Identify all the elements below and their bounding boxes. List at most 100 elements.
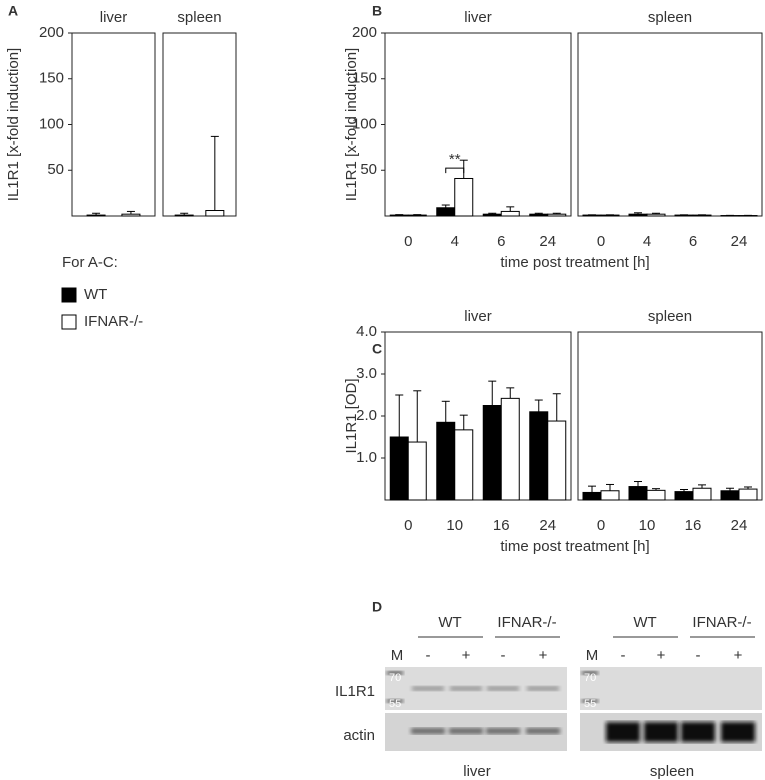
treatment-label: + <box>657 647 666 664</box>
band <box>450 686 482 691</box>
x-tick-label: 0 <box>404 233 412 250</box>
subplot-title: liver <box>100 9 128 26</box>
marker-band <box>582 699 598 703</box>
bar <box>692 487 712 501</box>
bar <box>628 486 648 501</box>
x-tick-label: 24 <box>731 517 748 534</box>
y-tick-label: 2.0 <box>356 407 377 424</box>
subplot-title: spleen <box>648 9 692 26</box>
error-bar <box>534 212 543 215</box>
marker-size: 55 <box>389 698 401 710</box>
error-bar <box>441 400 450 423</box>
band <box>644 722 678 742</box>
band <box>411 728 445 734</box>
bar <box>454 429 474 501</box>
marker-size: 55 <box>584 698 596 710</box>
treatment-label: - <box>696 647 701 664</box>
treatment-label: - <box>621 647 626 664</box>
genotype-label: IFNAR-/- <box>497 614 556 631</box>
error-bar <box>126 210 135 215</box>
bar <box>436 421 456 501</box>
error-bar <box>744 486 752 490</box>
marker-label: M <box>391 647 404 664</box>
x-axis-label: time post treatment [h] <box>500 538 649 555</box>
error-bar <box>552 212 561 215</box>
legend-label: WT <box>84 286 107 303</box>
error-bar <box>488 212 497 215</box>
subplot-title: spleen <box>648 308 692 325</box>
bar <box>174 214 194 217</box>
error-bar <box>588 485 596 493</box>
significance-bracket <box>445 167 465 174</box>
marker-band <box>582 671 598 675</box>
error-bar <box>698 484 706 489</box>
bar <box>389 214 409 217</box>
error-bar <box>92 212 101 216</box>
error-bar <box>488 380 497 406</box>
treatment-label: + <box>734 647 743 664</box>
bar <box>436 207 456 217</box>
bar <box>628 213 648 217</box>
bar <box>121 213 141 217</box>
x-tick-label: 0 <box>404 517 412 534</box>
bar <box>482 213 502 217</box>
band <box>486 728 520 734</box>
y-tick-label: 4.0 <box>356 323 377 340</box>
error-bar <box>534 399 543 412</box>
marker-band <box>387 699 403 703</box>
error-bar <box>180 212 189 216</box>
bar <box>547 420 567 501</box>
x-tick-label: 24 <box>539 517 556 534</box>
error-bar <box>652 212 660 215</box>
bar <box>500 397 520 501</box>
band <box>526 728 560 734</box>
x-tick-label: 0 <box>597 233 605 250</box>
error-bar <box>634 481 642 487</box>
y-tick-label: 100 <box>39 115 64 132</box>
subplot-title: liver <box>464 9 492 26</box>
plot-frame <box>577 32 763 217</box>
marker-label: M <box>586 647 599 664</box>
error-bar <box>726 487 734 491</box>
bar <box>582 491 602 501</box>
error-bar <box>552 393 561 422</box>
error-bar <box>506 206 515 212</box>
x-tick-label: 10 <box>639 517 656 534</box>
y-tick-label: 100 <box>352 115 377 132</box>
y-axis-label: IL1R1 [OD] <box>343 378 360 453</box>
error-bar <box>210 135 219 211</box>
legend-label: IFNAR-/- <box>84 313 143 330</box>
y-tick-label: 1.0 <box>356 449 377 466</box>
error-bar <box>634 212 642 215</box>
legend-swatch <box>61 287 77 303</box>
tissue-label: spleen <box>650 763 694 780</box>
x-tick-label: 16 <box>493 517 510 534</box>
plot-frame <box>384 32 572 217</box>
panel-label: C <box>372 341 382 357</box>
y-tick-label: 150 <box>39 70 64 87</box>
bar <box>389 436 409 501</box>
error-bar <box>459 414 468 430</box>
genotype-label: WT <box>438 614 461 631</box>
y-tick-label: 3.0 <box>356 365 377 382</box>
bar <box>482 405 502 501</box>
tissue-label: liver <box>463 763 491 780</box>
x-tick-label: 16 <box>685 517 702 534</box>
plot-frame <box>71 32 156 217</box>
x-tick-label: 24 <box>539 233 556 250</box>
plot-frame <box>577 331 763 501</box>
treatment-label: - <box>426 647 431 664</box>
panel-label: A <box>8 3 18 19</box>
band <box>527 686 559 691</box>
marker-size: 70 <box>389 672 401 684</box>
error-bar <box>606 483 614 491</box>
row-label: IL1R1 <box>335 683 375 700</box>
genotype-label: WT <box>633 614 656 631</box>
y-tick-label: 50 <box>47 161 64 178</box>
x-tick-label: 6 <box>689 233 697 250</box>
marker-band <box>387 671 403 675</box>
bar <box>407 214 427 217</box>
subplot-title: liver <box>464 308 492 325</box>
error-bar <box>395 394 404 437</box>
